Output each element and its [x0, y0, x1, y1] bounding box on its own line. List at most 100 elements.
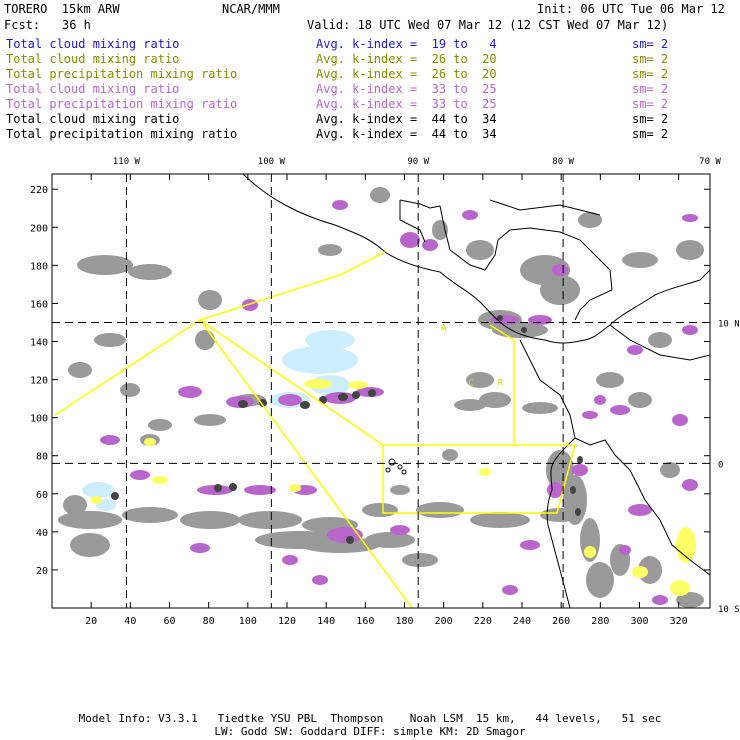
legend-smoothing: sm= 2: [632, 127, 669, 141]
pacific-coastline: [242, 174, 611, 344]
cloud-mixing-area: [470, 512, 530, 528]
cloud-mixing-area: [540, 275, 580, 305]
legend-smoothing: sm= 2: [632, 67, 669, 81]
warm-cloud-area: [479, 468, 491, 476]
cloud-mixing-area: [416, 502, 464, 518]
convective-core: [577, 456, 583, 464]
legend-field-name: Total cloud mixing ratio: [6, 112, 180, 126]
light-cloud-patch: [82, 482, 114, 498]
cloud-mixing-area: [628, 392, 652, 408]
precip-mixing-area: [100, 435, 120, 445]
precip-mixing-area: [502, 585, 518, 595]
x-tick-label: 320: [670, 616, 688, 627]
legend-field-name: Total cloud mixing ratio: [6, 37, 180, 51]
precip-mixing-area: [572, 464, 588, 476]
longitude-label: 110 W: [113, 157, 141, 167]
cloud-mixing-area: [180, 511, 240, 529]
caribbean-coastline: [399, 199, 613, 321]
x-tick-label: 20: [85, 616, 97, 627]
region-boundary-north: [54, 251, 386, 416]
legend-smoothing: sm= 2: [632, 112, 669, 126]
latitude-label: 0: [718, 460, 723, 470]
longitude-label: 100 W: [258, 157, 286, 167]
cloud-mixing-area: [442, 449, 458, 461]
precip-mixing-area: [282, 555, 298, 565]
x-tick-label: 300: [630, 616, 648, 627]
precip-mixing-area: [528, 315, 552, 325]
warm-cloud-area: [289, 484, 301, 492]
x-tick-label: 180: [395, 616, 413, 627]
cloud-mixing-area: [546, 450, 574, 490]
cloud-mixing-area: [492, 322, 548, 338]
legend-k-index: Avg. k-index = 26 to 20: [316, 67, 497, 81]
precip-mixing-area: [682, 325, 698, 335]
cloud-mixing-area: [648, 332, 672, 348]
valid-time: Valid: 18 UTC Wed 07 Mar 12 (12 CST Wed …: [307, 18, 669, 32]
colombia-coast: [609, 269, 710, 326]
precip-mixing-area: [130, 470, 150, 480]
convective-core: [229, 483, 237, 491]
precip-mixing-area: [462, 210, 478, 220]
precip-mixing-area: [594, 395, 606, 405]
x-tick-label: 160: [356, 616, 374, 627]
x-tick-label: 200: [435, 616, 453, 627]
x-tick-label: 80: [203, 616, 215, 627]
convective-core: [338, 393, 348, 401]
galapagos-island: [401, 469, 407, 475]
region-boundary-ecuador: [199, 319, 576, 514]
precip-mixing-area: [552, 264, 568, 276]
convective-core: [300, 401, 310, 409]
legend-smoothing: sm= 2: [632, 37, 669, 51]
cloud-mixing-area: [454, 399, 486, 411]
warm-cloud-area: [144, 438, 156, 446]
cloud-mixing-area: [194, 414, 226, 426]
precip-mixing-area: [400, 232, 420, 248]
cloud-mixing-area: [77, 255, 133, 275]
region-boundary-diagonal: [199, 319, 413, 608]
cloud-mixing-area: [362, 503, 398, 517]
venezuela-border: [609, 324, 710, 361]
warm-cloud-area: [304, 379, 332, 389]
legend-k-index: Avg. k-index = 33 to 25: [316, 82, 497, 96]
cloud-mixing-area: [676, 240, 704, 260]
warm-cloud-area: [584, 546, 596, 558]
cloud-mixing-area: [58, 511, 122, 529]
longitude-label: 90 W: [407, 157, 429, 167]
warm-cloud-area: [670, 580, 690, 596]
y-tick-label: 100: [30, 414, 48, 425]
x-tick-label: 260: [552, 616, 570, 627]
y-tick-label: 180: [30, 261, 48, 272]
cloud-mixing-area: [195, 330, 215, 350]
legend-field-name: Total precipitation mixing ratio: [6, 67, 238, 81]
legend-k-index: Avg. k-index = 19 to 4: [316, 37, 497, 51]
legend-field-name: Total cloud mixing ratio: [6, 82, 180, 96]
convective-core: [238, 400, 248, 408]
legend-smoothing: sm= 2: [632, 97, 669, 111]
precip-mixing-area: [327, 527, 363, 543]
precip-mixing-area: [682, 479, 698, 491]
convective-core: [259, 399, 267, 407]
south-america-coast: [546, 437, 576, 608]
precip-mixing-area: [390, 525, 410, 535]
precip-mixing-area: [312, 575, 328, 585]
legend-k-index: Avg. k-index = 44 to 34: [316, 112, 497, 126]
precip-mixing-area: [332, 200, 348, 210]
cloud-mixing-area: [578, 212, 602, 228]
cloud-mixing-area: [148, 419, 172, 431]
cloud-mixing-area: [596, 372, 624, 388]
cloud-mixing-area: [63, 495, 87, 515]
precip-mixing-area: [422, 239, 438, 251]
y-tick-label: 140: [30, 338, 48, 349]
legend-field-name: Total precipitation mixing ratio: [6, 97, 238, 111]
precip-mixing-area: [491, 315, 519, 325]
forecast-hour: 36 h: [62, 18, 91, 32]
x-tick-label: 60: [163, 616, 175, 627]
cloud-mixing-area: [676, 592, 704, 608]
precip-mixing-area: [652, 595, 668, 605]
yucatan-border: [399, 200, 426, 243]
plot-frame: [51, 173, 711, 609]
cloud-mixing-area: [370, 187, 390, 203]
precip-mixing-area: [627, 345, 643, 355]
forecast-label: Fcst:: [4, 18, 41, 32]
cloud-mixing-area: [128, 264, 172, 280]
